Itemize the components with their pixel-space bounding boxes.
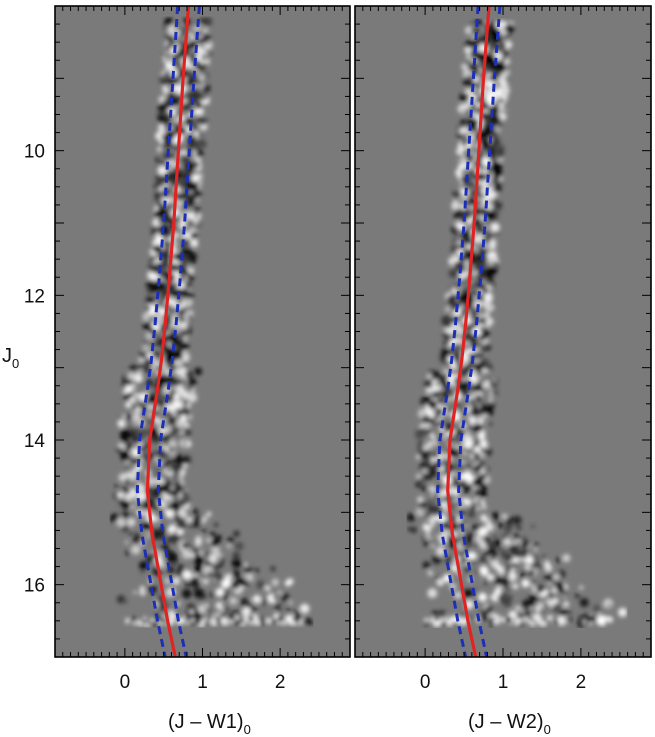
x-tick-label: 1 bbox=[498, 672, 509, 693]
x-tick-label: 0 bbox=[120, 672, 131, 693]
y-tick-label: 12 bbox=[24, 286, 45, 307]
x-axis-label-right: (J – W2)0 bbox=[468, 711, 551, 737]
x-tick-label: 2 bbox=[275, 672, 286, 693]
x-tick-label: 0 bbox=[420, 672, 431, 693]
x-tick-label: 1 bbox=[197, 672, 208, 693]
envelope-dashed-line bbox=[436, 6, 480, 657]
ridge-line bbox=[145, 6, 191, 657]
x-axis-label-left: (J – W1)0 bbox=[168, 711, 251, 737]
y-tick-label: 14 bbox=[24, 431, 46, 452]
y-tick-label: 16 bbox=[24, 576, 45, 597]
ridge-line bbox=[446, 6, 491, 657]
plot-background bbox=[55, 6, 350, 657]
right-panel-j-w2: 0 1 2 bbox=[354, 5, 652, 693]
envelope-dashed-line bbox=[135, 6, 180, 657]
envelope-dashed-line bbox=[457, 6, 502, 657]
y-tick-label: 10 bbox=[24, 142, 45, 163]
y-axis-label: J0 bbox=[2, 345, 19, 371]
x-tick-label: 2 bbox=[576, 672, 587, 693]
residual-density-field bbox=[109, 16, 314, 628]
envelope-dashed-line bbox=[156, 6, 201, 657]
